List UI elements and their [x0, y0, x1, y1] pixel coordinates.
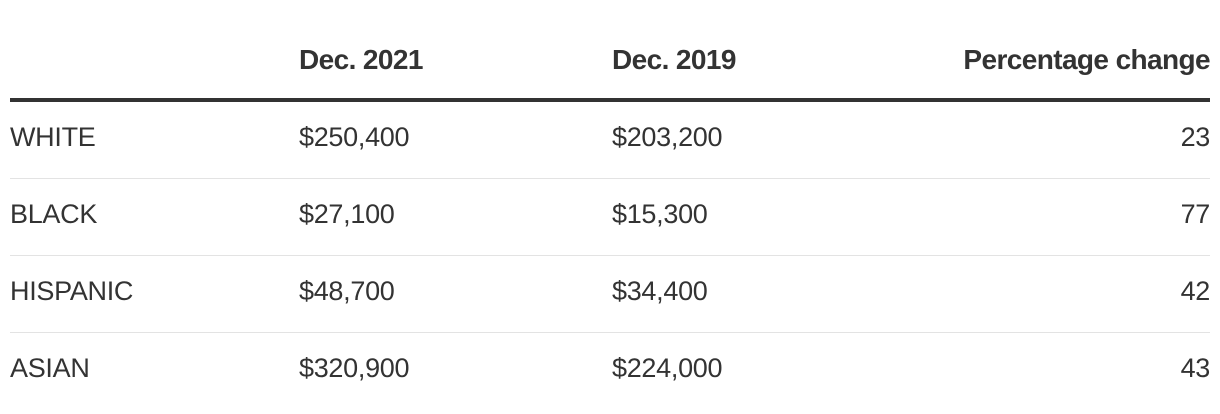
group-cell: WHITE: [10, 122, 96, 152]
dec-2021-cell: $250,400: [299, 122, 410, 152]
dec-2019-cell: $203,200: [612, 122, 723, 152]
group-cell: ASIAN: [10, 353, 90, 383]
group-cell: BLACK: [10, 199, 98, 229]
percentage-change-cell: 77: [1180, 199, 1211, 229]
header-dec-2021: Dec. 2021: [299, 44, 423, 75]
dec-2019-cell: $15,300: [612, 199, 708, 229]
dec-2019-cell: $34,400: [612, 276, 708, 306]
table-row: ASIAN $320,900 $224,000 43: [10, 333, 1210, 409]
table-row: WHITE $250,400 $203,200 23: [10, 102, 1210, 179]
table-row: HISPANIC $48,700 $34,400 42: [10, 256, 1210, 333]
header-percentage-change: Percentage change: [963, 44, 1210, 75]
percentage-change-cell: 23: [1180, 122, 1211, 152]
dec-2021-cell: $48,700: [299, 276, 395, 306]
dec-2021-cell: $320,900: [299, 353, 410, 383]
table-body: WHITE $250,400 $203,200 23 BLACK $27,100…: [10, 102, 1210, 409]
wealth-table: Dec. 2021 Dec. 2019 Percentage change WH…: [10, 0, 1211, 409]
dec-2021-cell: $27,100: [299, 199, 395, 229]
group-cell: HISPANIC: [10, 276, 134, 306]
table-row: BLACK $27,100 $15,300 77: [10, 179, 1210, 256]
dec-2019-cell: $224,000: [612, 353, 723, 383]
table-header-row: Dec. 2021 Dec. 2019 Percentage change: [10, 0, 1211, 102]
percentage-change-cell: 43: [1180, 353, 1211, 383]
percentage-change-cell: 42: [1180, 276, 1211, 306]
header-dec-2019: Dec. 2019: [612, 44, 736, 75]
